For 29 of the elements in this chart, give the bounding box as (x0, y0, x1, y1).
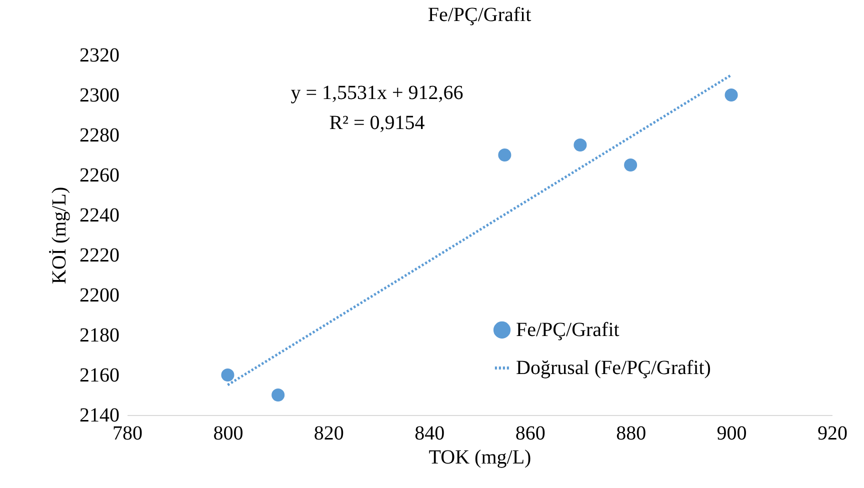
x-tick-label: 900 (716, 422, 747, 444)
point (724, 88, 738, 102)
y-tick-label: 2300 (80, 84, 120, 106)
x-tick-label: 820 (314, 422, 344, 444)
y-tick-label: 2320 (80, 44, 120, 66)
y-tick-label: 2160 (80, 364, 120, 386)
x-tick-label: 880 (616, 422, 646, 444)
legend-label: Doğrusal (Fe/PÇ/Grafit) (516, 357, 711, 379)
point (498, 148, 512, 162)
y-tick-label: 2200 (80, 284, 120, 306)
x-tick-label: 860 (515, 422, 546, 444)
y-tick-label: 2280 (80, 124, 120, 146)
point (574, 138, 587, 152)
x-tick-label: 800 (213, 422, 244, 444)
x-tick-label: 840 (414, 422, 445, 444)
y-axis-title: KOİ (mg/L) (48, 186, 70, 284)
y-tick-label: 2180 (80, 324, 120, 346)
x-axis-title: TOK (mg/L) (428, 446, 532, 468)
point (272, 388, 285, 402)
y-tick-label: 2220 (80, 244, 120, 266)
y-tick-label: 2260 (80, 164, 120, 186)
annotation: y = 1,5531x + 912,66 (290, 82, 464, 104)
annotation: R² = 0,9154 (329, 112, 425, 134)
chart-title: Fe/PÇ/Grafit (428, 4, 532, 26)
point (624, 158, 638, 172)
legend-label: Fe/PÇ/Grafit (516, 319, 620, 341)
y-tick-label: 2240 (80, 204, 120, 226)
x-tick-label: 920 (818, 422, 848, 444)
point (221, 368, 234, 382)
